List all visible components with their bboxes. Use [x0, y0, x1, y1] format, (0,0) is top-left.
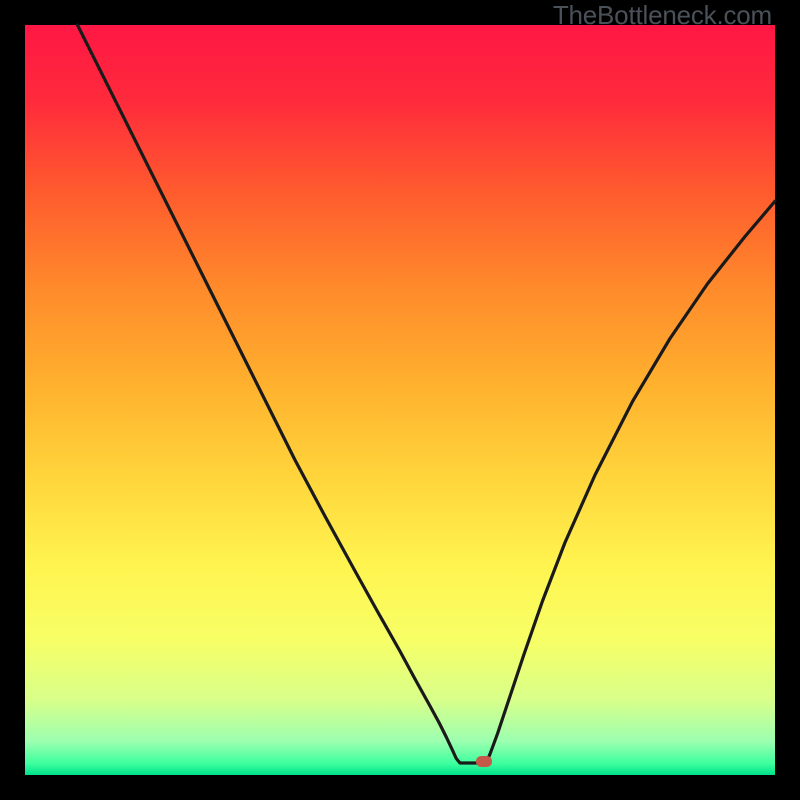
watermark-text: TheBottleneck.com [553, 0, 772, 31]
chart-container: TheBottleneck.com [0, 0, 800, 800]
minimum-marker [476, 756, 492, 767]
bottleneck-curve [25, 25, 775, 775]
plot-area [25, 25, 775, 775]
curve-path [78, 25, 776, 763]
